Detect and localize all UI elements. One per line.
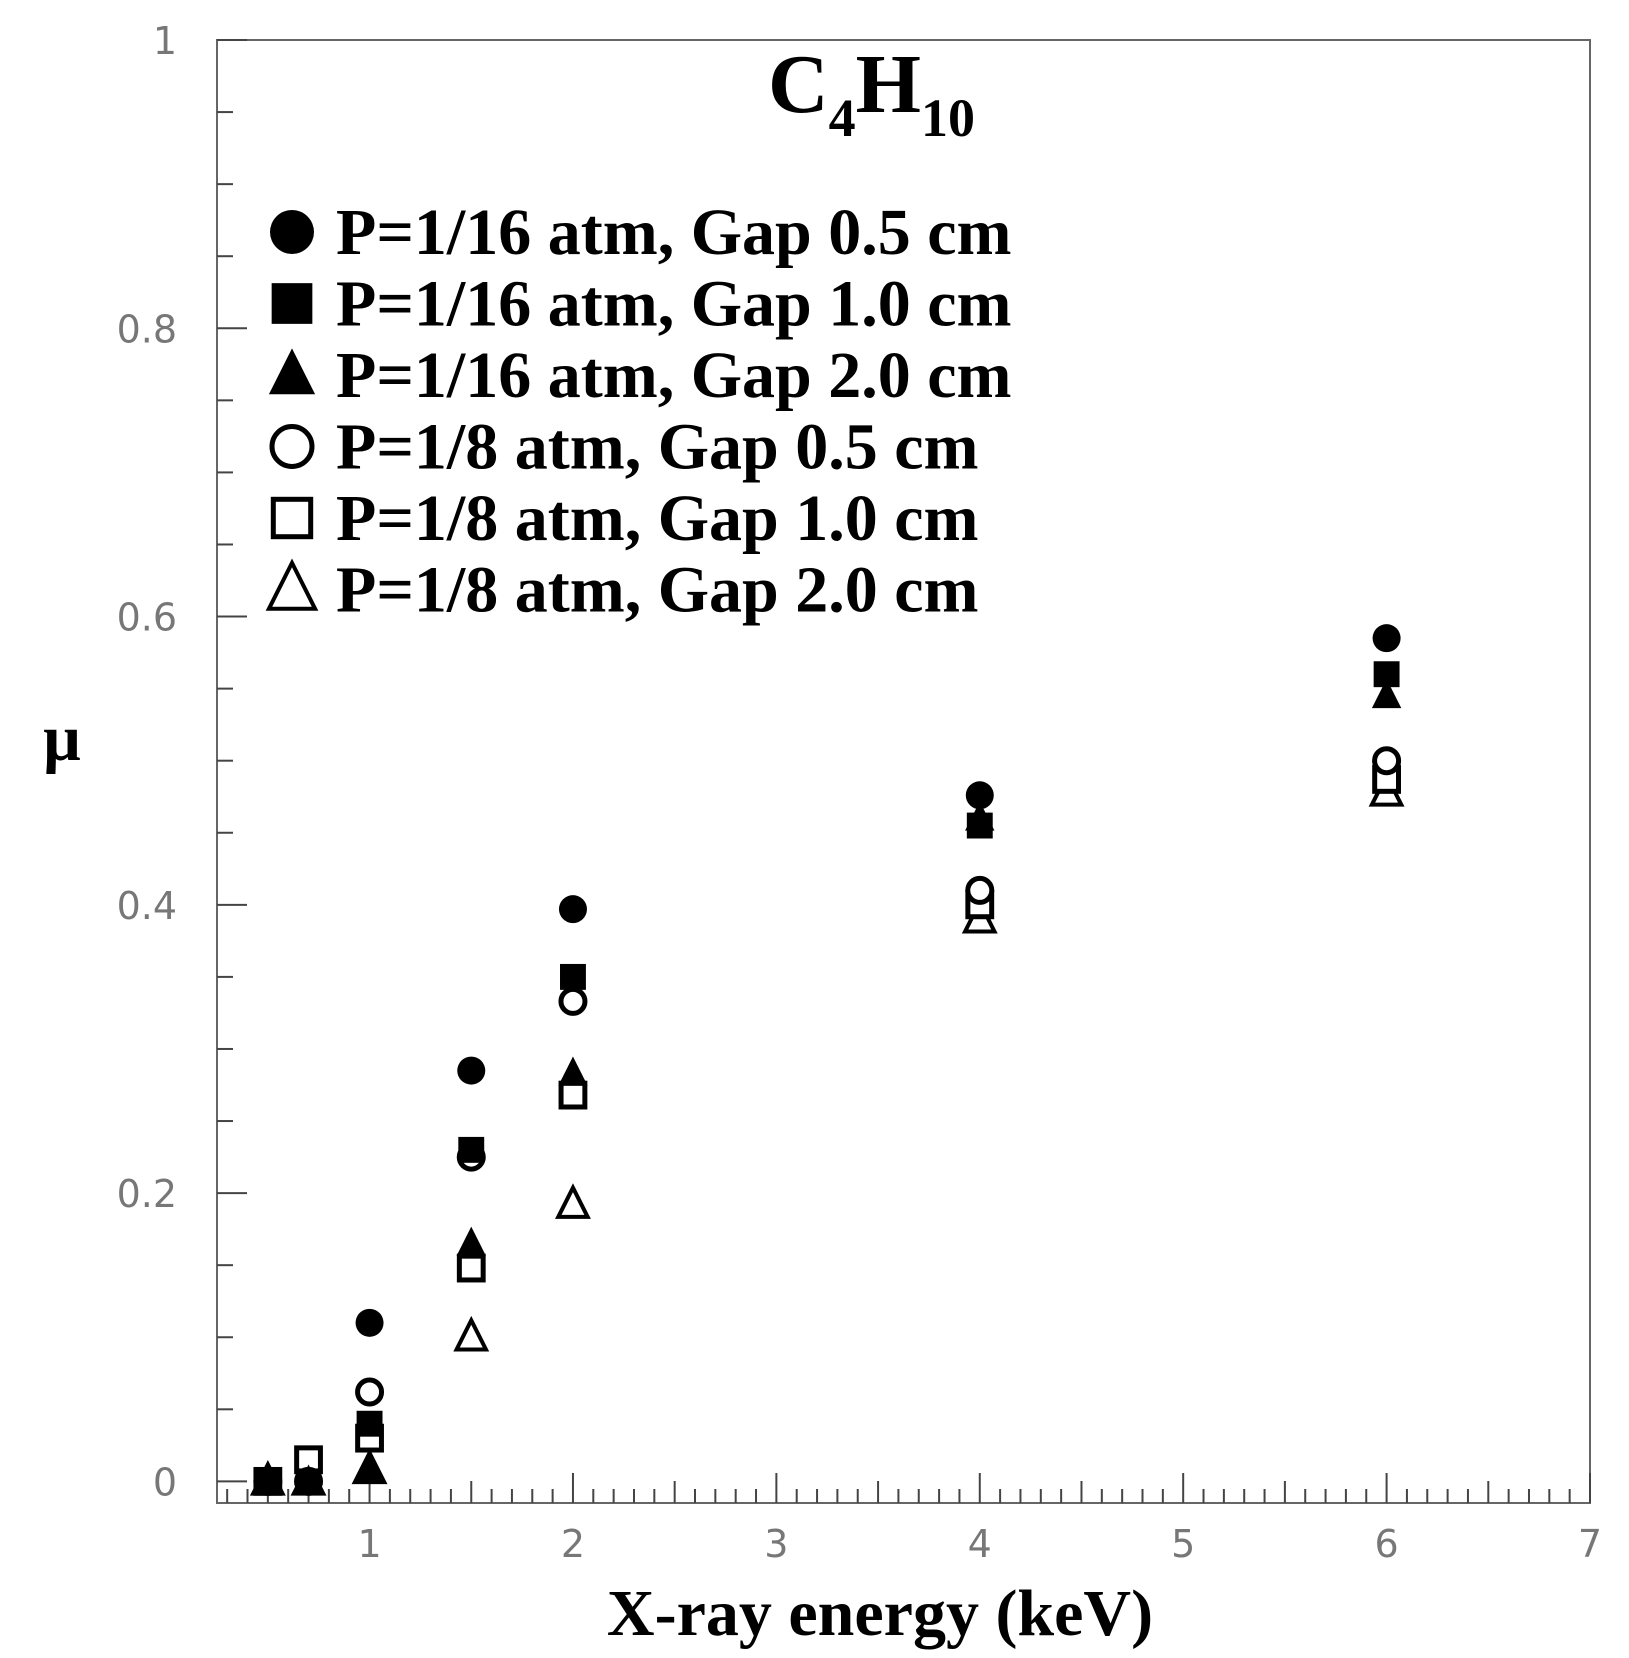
data-point-filled-square xyxy=(560,963,586,990)
chart-title: C4H10 xyxy=(768,38,975,148)
axis-ticks-layer xyxy=(217,39,1591,1503)
data-point-open-triangle xyxy=(555,1183,591,1219)
legend-marker-open-triangle xyxy=(265,558,319,611)
data-point-filled-circle xyxy=(1372,624,1401,653)
legend-label: P=1/16 atm, Gap 0.5 cm xyxy=(336,196,1012,269)
data-point-filled-circle xyxy=(355,1308,384,1337)
data-point-open-circle xyxy=(1372,746,1402,776)
legend-marker-filled-square xyxy=(271,283,313,324)
y-tick-label: 1 xyxy=(153,19,177,63)
y-axis-title: μ xyxy=(43,702,80,775)
data-point-filled-square xyxy=(966,812,993,839)
legend-label: P=1/16 atm, Gap 1.0 cm xyxy=(336,268,1012,341)
x-tick-label: 7 xyxy=(1578,1522,1602,1566)
legend-label: P=1/8 atm, Gap 2.0 cm xyxy=(336,554,979,627)
x-tick-label: 5 xyxy=(1171,1522,1195,1566)
data-point-open-triangle xyxy=(453,1315,490,1352)
data-point-filled-square xyxy=(356,1410,383,1437)
legend-label: P=1/16 atm, Gap 2.0 cm xyxy=(336,339,1012,412)
data-point-filled-square xyxy=(458,1136,485,1163)
data-point-open-circle xyxy=(355,1377,385,1407)
x-tick-label: 2 xyxy=(561,1522,585,1566)
plot-frame-layer xyxy=(216,39,1591,1504)
x-tick-label: 6 xyxy=(1374,1522,1398,1566)
data-point-filled-triangle xyxy=(456,1226,486,1256)
y-tick-label: 0.8 xyxy=(117,307,177,351)
data-point-filled-triangle xyxy=(558,1056,588,1086)
data-point-filled-circle xyxy=(457,1056,486,1085)
x-tick-label: 3 xyxy=(764,1522,788,1566)
legend-label: P=1/8 atm, Gap 1.0 cm xyxy=(336,482,979,555)
data-point-filled-triangle xyxy=(354,1452,385,1483)
data-point-filled-square xyxy=(1373,661,1400,688)
legend-marker-open-square xyxy=(270,496,314,540)
data-point-open-square xyxy=(558,1080,588,1110)
data-point-open-circle xyxy=(965,875,995,905)
chart-title-sub1: 4 xyxy=(829,88,856,148)
chart-title-mid: H xyxy=(856,38,921,131)
data-point-filled-circle xyxy=(965,781,994,810)
legend-marker-filled-triangle xyxy=(268,348,316,395)
legend-marker-filled-circle xyxy=(270,210,314,254)
y-tick-label: 0.6 xyxy=(117,596,177,640)
x-tick-label: 1 xyxy=(357,1522,381,1566)
data-point-filled-circle xyxy=(558,895,587,924)
legend: P=1/16 atm, Gap 0.5 cmP=1/16 atm, Gap 1.… xyxy=(265,196,1012,627)
chart-title-main: C xyxy=(768,38,829,131)
plot-area-frame xyxy=(216,39,1591,1504)
y-tick-label: 0.4 xyxy=(117,884,177,928)
data-point-filled-circle xyxy=(294,1467,323,1496)
chart-title-sub2: 10 xyxy=(921,88,975,148)
data-point-open-square xyxy=(456,1253,486,1283)
axis-tick-labels-layer: 1 2 3 4 5 6 7 0 0.2 0.4 0.6 0.8 1 xyxy=(117,19,1603,1566)
legend-marker-open-circle xyxy=(269,424,315,469)
data-point-filled-circle xyxy=(253,1467,282,1496)
x-axis-title: X-ray energy (keV) xyxy=(607,1577,1153,1650)
data-point-open-circle xyxy=(558,986,588,1016)
data-point-filled-triangle xyxy=(1371,678,1402,709)
x-tick-label: 4 xyxy=(968,1522,992,1566)
y-tick-label: 0 xyxy=(153,1460,177,1504)
data-markers-layer xyxy=(249,624,1405,1496)
y-tick-label: 0.2 xyxy=(117,1172,177,1216)
legend-label: P=1/8 atm, Gap 0.5 cm xyxy=(336,411,979,484)
